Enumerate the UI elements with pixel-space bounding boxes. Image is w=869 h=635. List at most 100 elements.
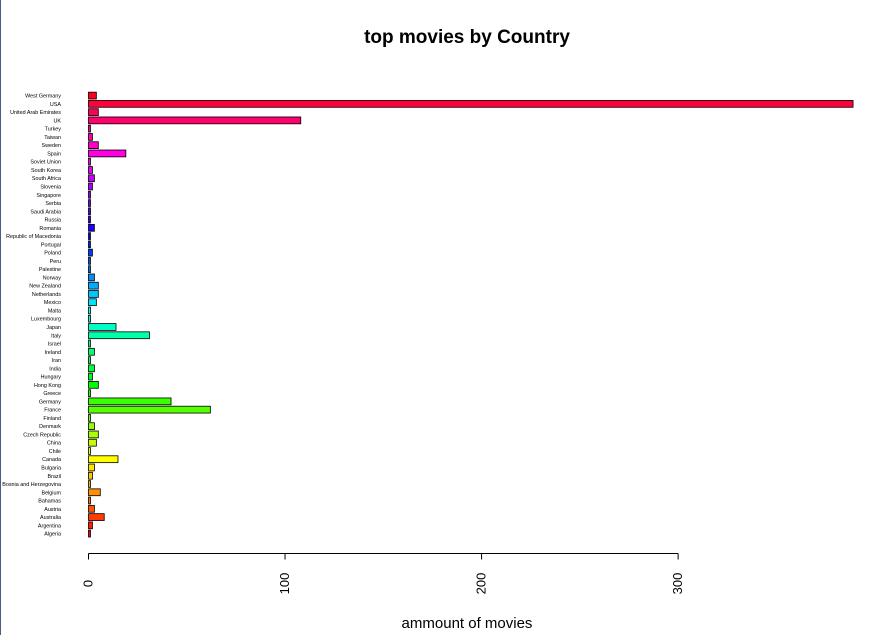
bar-spain (88, 149, 127, 158)
bar-bosnia-and-herzegovina (88, 480, 91, 488)
category-label: Ireland (45, 350, 61, 356)
category-label: Belgium (42, 490, 62, 496)
category-label: Chile (49, 449, 61, 455)
bar-uk (88, 116, 302, 125)
bar-germany (88, 397, 172, 406)
category-label: France (44, 408, 61, 414)
category-label: USA (50, 102, 61, 108)
bar-malta (88, 306, 91, 315)
bar-serbia (88, 199, 91, 207)
category-label: Taiwan (44, 135, 61, 141)
category-label: Italy (51, 333, 61, 339)
bar-luxembourg (88, 314, 91, 323)
category-label: South Africa (32, 176, 61, 182)
x-tick-label: 200 (474, 573, 489, 595)
category-label: Australia (40, 515, 61, 521)
category-label: Spain (47, 151, 61, 157)
bar-poland (88, 248, 93, 257)
bar-denmark (88, 422, 95, 430)
bar-israel (88, 339, 91, 348)
bar-france (88, 405, 211, 414)
category-label: Brazil (48, 474, 61, 480)
bar-south-africa (88, 174, 95, 183)
category-label: Malta (48, 308, 61, 314)
x-tick-label: 0 (81, 580, 96, 587)
bar-australia (88, 513, 105, 521)
category-label: Portugal (41, 242, 61, 248)
bar-romania (88, 223, 95, 232)
bar-italy (88, 331, 150, 340)
category-label: Germany (39, 399, 61, 405)
bar-chile (88, 447, 91, 455)
bar-slovenia (88, 182, 93, 191)
bar-czech-republic (88, 430, 99, 439)
bar-palestine (88, 265, 91, 273)
category-label: India (49, 366, 61, 372)
bar-taiwan (88, 133, 93, 141)
category-label: China (47, 441, 61, 447)
category-label: Canada (42, 457, 61, 463)
category-label: Denmark (39, 424, 61, 430)
x-tick-label: 300 (670, 573, 685, 595)
bar-soviet-union (88, 157, 91, 166)
category-label: Algeria (44, 532, 61, 538)
x-axis-label: ammount of movies (402, 615, 533, 632)
bar-iran (88, 356, 91, 364)
bar-canada (88, 455, 119, 464)
category-label: Iran (52, 358, 61, 364)
category-label: Greece (43, 391, 61, 397)
category-label: Hungary (41, 375, 62, 381)
category-label: UK (54, 118, 62, 124)
category-label: Bulgaria (41, 465, 61, 471)
category-label: Netherlands (32, 292, 61, 298)
bar-bulgaria (88, 463, 95, 472)
bar-finland (88, 414, 91, 422)
bar-japan (88, 323, 117, 331)
category-label: Argentina (38, 523, 61, 529)
category-label: United Arab Emirates (10, 110, 61, 116)
category-label: Luxembourg (31, 317, 61, 323)
chart-title: top movies by Country (364, 27, 570, 48)
bar-china (88, 438, 97, 447)
bar-ireland (88, 347, 95, 356)
bar-russia (88, 215, 91, 224)
category-label: Israel (48, 342, 61, 348)
bar-turkey (88, 124, 91, 133)
category-label: Turkey (45, 127, 62, 133)
category-label: Soviet Union (30, 160, 61, 166)
bar-saudi-arabia (88, 207, 91, 216)
category-label: Sweden (42, 143, 61, 149)
bar-peru (88, 257, 91, 265)
bars-group (88, 91, 854, 538)
bar-bahamas (88, 496, 91, 505)
category-label: Austria (44, 507, 61, 513)
category-label: Peru (50, 259, 61, 265)
category-labels: Algeria Argentina Australia Austria Bahamas B… (2, 94, 61, 538)
bar-sweden (88, 141, 99, 150)
category-label: Hong Kong (34, 383, 61, 389)
bar-south-korea (88, 166, 93, 174)
bar-portugal (88, 240, 91, 249)
category-label: Romania (39, 226, 61, 232)
bar-norway (88, 273, 95, 282)
category-label: Singapore (36, 193, 61, 199)
category-label: Norway (43, 275, 62, 281)
bar-greece (88, 389, 91, 397)
category-label: West Germany (25, 94, 61, 100)
category-label: Saudi Arabia (30, 209, 61, 215)
bar-republic-of-macedonia (88, 232, 91, 240)
bar-netherlands (88, 290, 99, 298)
category-label: Japan (46, 325, 61, 331)
category-label: Poland (44, 251, 61, 257)
category-label: Republic of Macedonia (6, 234, 61, 240)
category-label: New Zealand (29, 284, 61, 290)
bar-belgium (88, 488, 101, 497)
bar-algeria (88, 529, 91, 538)
bar-hong-kong (88, 381, 99, 389)
bar-hungary (88, 372, 93, 381)
x-tick-label: 100 (277, 573, 292, 595)
bar-united-arab-emirates (88, 108, 99, 116)
bar-singapore (88, 190, 91, 199)
